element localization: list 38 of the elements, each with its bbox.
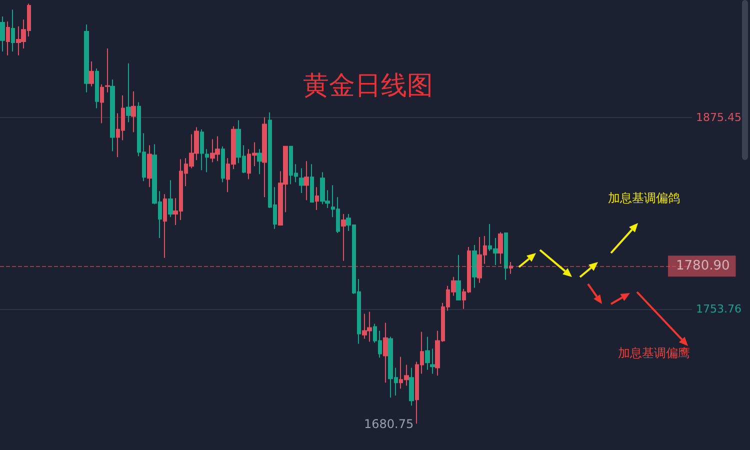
candlestick bbox=[163, 194, 167, 258]
candlestick bbox=[168, 180, 173, 218]
candlestick bbox=[315, 186, 319, 211]
candlestick bbox=[147, 144, 152, 188]
annotation: 加息基调偏鸽 bbox=[608, 191, 680, 205]
candlestick bbox=[0, 16, 5, 52]
candlestick bbox=[299, 168, 304, 194]
candlestick bbox=[95, 68, 99, 109]
candlestick bbox=[409, 367, 414, 406]
candlestick bbox=[89, 60, 94, 87]
candlestick bbox=[383, 322, 388, 384]
annotation: 加息基调偏鹰 bbox=[618, 346, 690, 360]
candlestick bbox=[304, 160, 309, 201]
candlestick bbox=[257, 148, 262, 175]
candlestick bbox=[498, 232, 503, 264]
candlestick bbox=[472, 244, 477, 288]
candlestick bbox=[425, 336, 430, 370]
candlestick bbox=[504, 232, 508, 280]
candlestick bbox=[430, 348, 435, 374]
ref-line-label: 1780.90 bbox=[676, 258, 730, 274]
candlestick bbox=[126, 62, 131, 123]
candlestick bbox=[11, 9, 15, 52]
candlestick bbox=[456, 254, 461, 300]
candlestick bbox=[110, 78, 115, 152]
y-tick-label: 1753.76 bbox=[696, 302, 742, 316]
candlestick bbox=[262, 116, 267, 198]
candlestick bbox=[105, 48, 110, 93]
candlestick bbox=[100, 84, 104, 124]
text: 黄金日线图 bbox=[303, 71, 433, 101]
candlestick bbox=[509, 261, 513, 274]
annotation: 1680.75 bbox=[364, 417, 414, 431]
candlestick bbox=[310, 164, 314, 203]
candlestick bbox=[221, 146, 225, 183]
y-tick-label: 1875.45 bbox=[696, 110, 742, 124]
candlestick bbox=[131, 90, 136, 133]
candlestick bbox=[341, 213, 346, 262]
candlestick bbox=[84, 24, 89, 93]
candlestick bbox=[6, 21, 10, 56]
